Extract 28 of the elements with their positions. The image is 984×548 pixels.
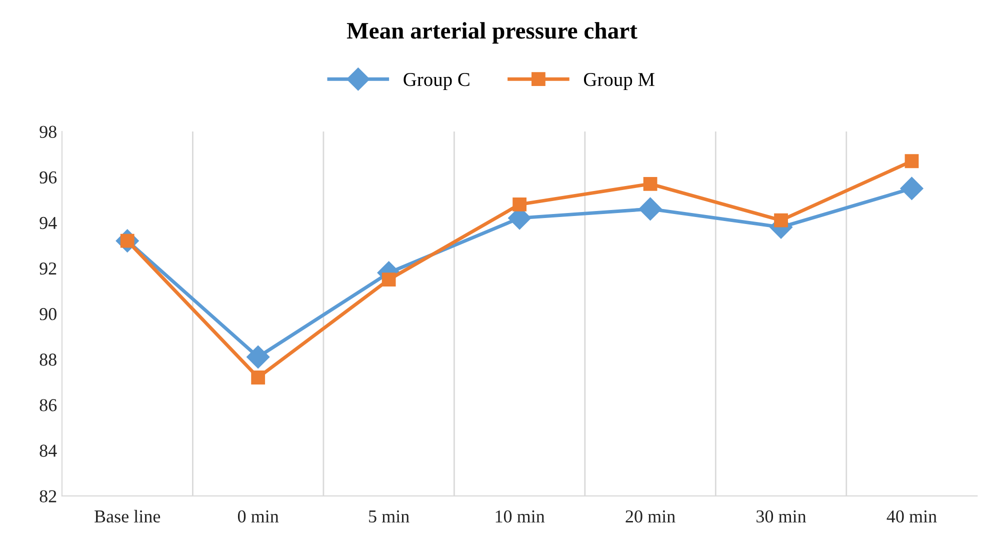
x-tick-label: 30 min <box>756 510 806 523</box>
point <box>900 176 924 200</box>
point <box>643 176 658 191</box>
point <box>904 154 919 168</box>
y-tick-label: 94 <box>40 216 57 230</box>
y-tick-label: 96 <box>40 171 57 184</box>
point <box>251 370 266 384</box>
point <box>246 346 270 369</box>
point <box>382 272 396 287</box>
point <box>774 213 788 228</box>
y-tick-label: 90 <box>40 308 56 320</box>
y-tick-label: 98 <box>40 126 56 138</box>
legend-label: Group M <box>584 73 654 90</box>
x-tick-label: Base line <box>94 510 160 523</box>
y-tick-label: 88 <box>40 354 56 366</box>
x-tick-label: 10 min <box>496 510 545 523</box>
x-tick-label: 0 min <box>238 510 279 523</box>
legend-label: Group C <box>404 73 470 90</box>
x-tick-label: 20 min <box>626 510 676 523</box>
x-tick-label: 40 min <box>886 510 937 523</box>
chart-title: Mean arterial pressure chart <box>346 22 638 44</box>
y-tick-label: 84 <box>40 444 57 457</box>
point <box>638 197 662 220</box>
point <box>512 197 526 212</box>
x-tick-label: 5 min <box>369 510 410 523</box>
y-tick-label: 92 <box>40 262 56 275</box>
y-tick-label: 86 <box>40 399 57 412</box>
y-tick-label: 82 <box>40 490 56 502</box>
